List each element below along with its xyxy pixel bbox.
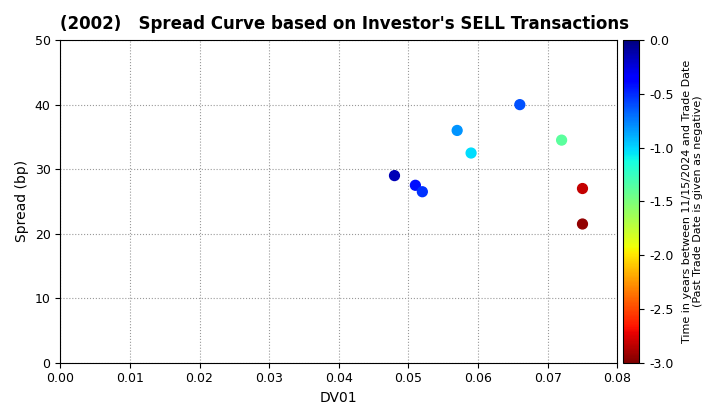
Y-axis label: Spread (bp): Spread (bp) (15, 160, 29, 242)
Y-axis label: Time in years between 11/15/2024 and Trade Date
(Past Trade Date is given as neg: Time in years between 11/15/2024 and Tra… (682, 60, 703, 343)
Point (577, 185, 588, 192)
Point (417, 189, 428, 195)
Point (389, 172, 400, 179)
Point (556, 137, 567, 144)
Point (410, 182, 421, 189)
Point (451, 127, 463, 134)
Text: (2002)   Spread Curve based on Investor's SELL Transactions: (2002) Spread Curve based on Investor's … (60, 15, 629, 33)
X-axis label: DV01: DV01 (320, 391, 358, 405)
Point (577, 220, 588, 227)
Point (514, 101, 526, 108)
Point (465, 150, 477, 156)
